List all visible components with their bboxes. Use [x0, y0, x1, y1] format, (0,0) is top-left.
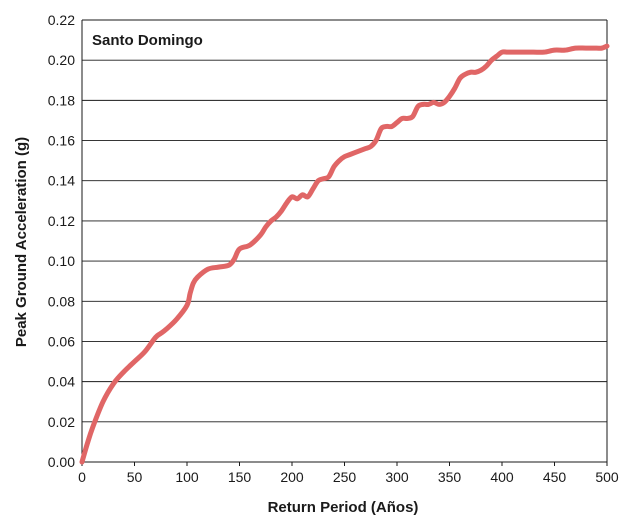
- x-tick-label: 450: [543, 469, 567, 485]
- x-tick-label: 0: [78, 469, 86, 485]
- x-tick-labels: 0 50 100 150 200 250 300 350 400 450 500: [78, 469, 619, 485]
- y-axis-title: Peak Ground Acceleration (g): [13, 137, 30, 347]
- x-tick-label: 200: [280, 469, 304, 485]
- y-tick-label: 0.00: [48, 454, 75, 470]
- x-tick-label: 250: [333, 469, 357, 485]
- y-tick-label: 0.02: [48, 414, 75, 430]
- y-tick-label: 0.12: [48, 213, 75, 229]
- x-tick-label: 300: [385, 469, 409, 485]
- series-line: [79, 43, 610, 465]
- x-tick-label: 500: [595, 469, 619, 485]
- series-layer: [79, 43, 610, 465]
- x-tick-label: 400: [490, 469, 514, 485]
- y-tick-label: 0.20: [48, 52, 75, 68]
- y-tick-label: 0.10: [48, 253, 75, 269]
- x-tick-label: 100: [175, 469, 199, 485]
- y-tick-label: 0.06: [48, 333, 75, 349]
- grid-layer: [82, 19, 607, 463]
- y-tick-label: 0.04: [48, 374, 75, 390]
- y-tick-label: 0.08: [48, 293, 75, 309]
- y-tick-label: 0.16: [48, 133, 75, 149]
- y-tick-labels: 0.00 0.02 0.04 0.06 0.08 0.10 0.12 0.14 0.16 0.18…: [48, 12, 75, 470]
- y-tick-label: 0.18: [48, 92, 75, 108]
- x-tick-label: 350: [438, 469, 462, 485]
- chart-title: Santo Domingo: [92, 32, 203, 49]
- axes-layer: [81, 20, 608, 466]
- y-tick-label: 0.22: [48, 12, 75, 28]
- y-tick-label: 0.14: [48, 173, 75, 189]
- x-tick-label: 50: [127, 469, 143, 485]
- x-axis-title: Return Period (Años): [268, 499, 419, 516]
- x-tick-label: 150: [228, 469, 252, 485]
